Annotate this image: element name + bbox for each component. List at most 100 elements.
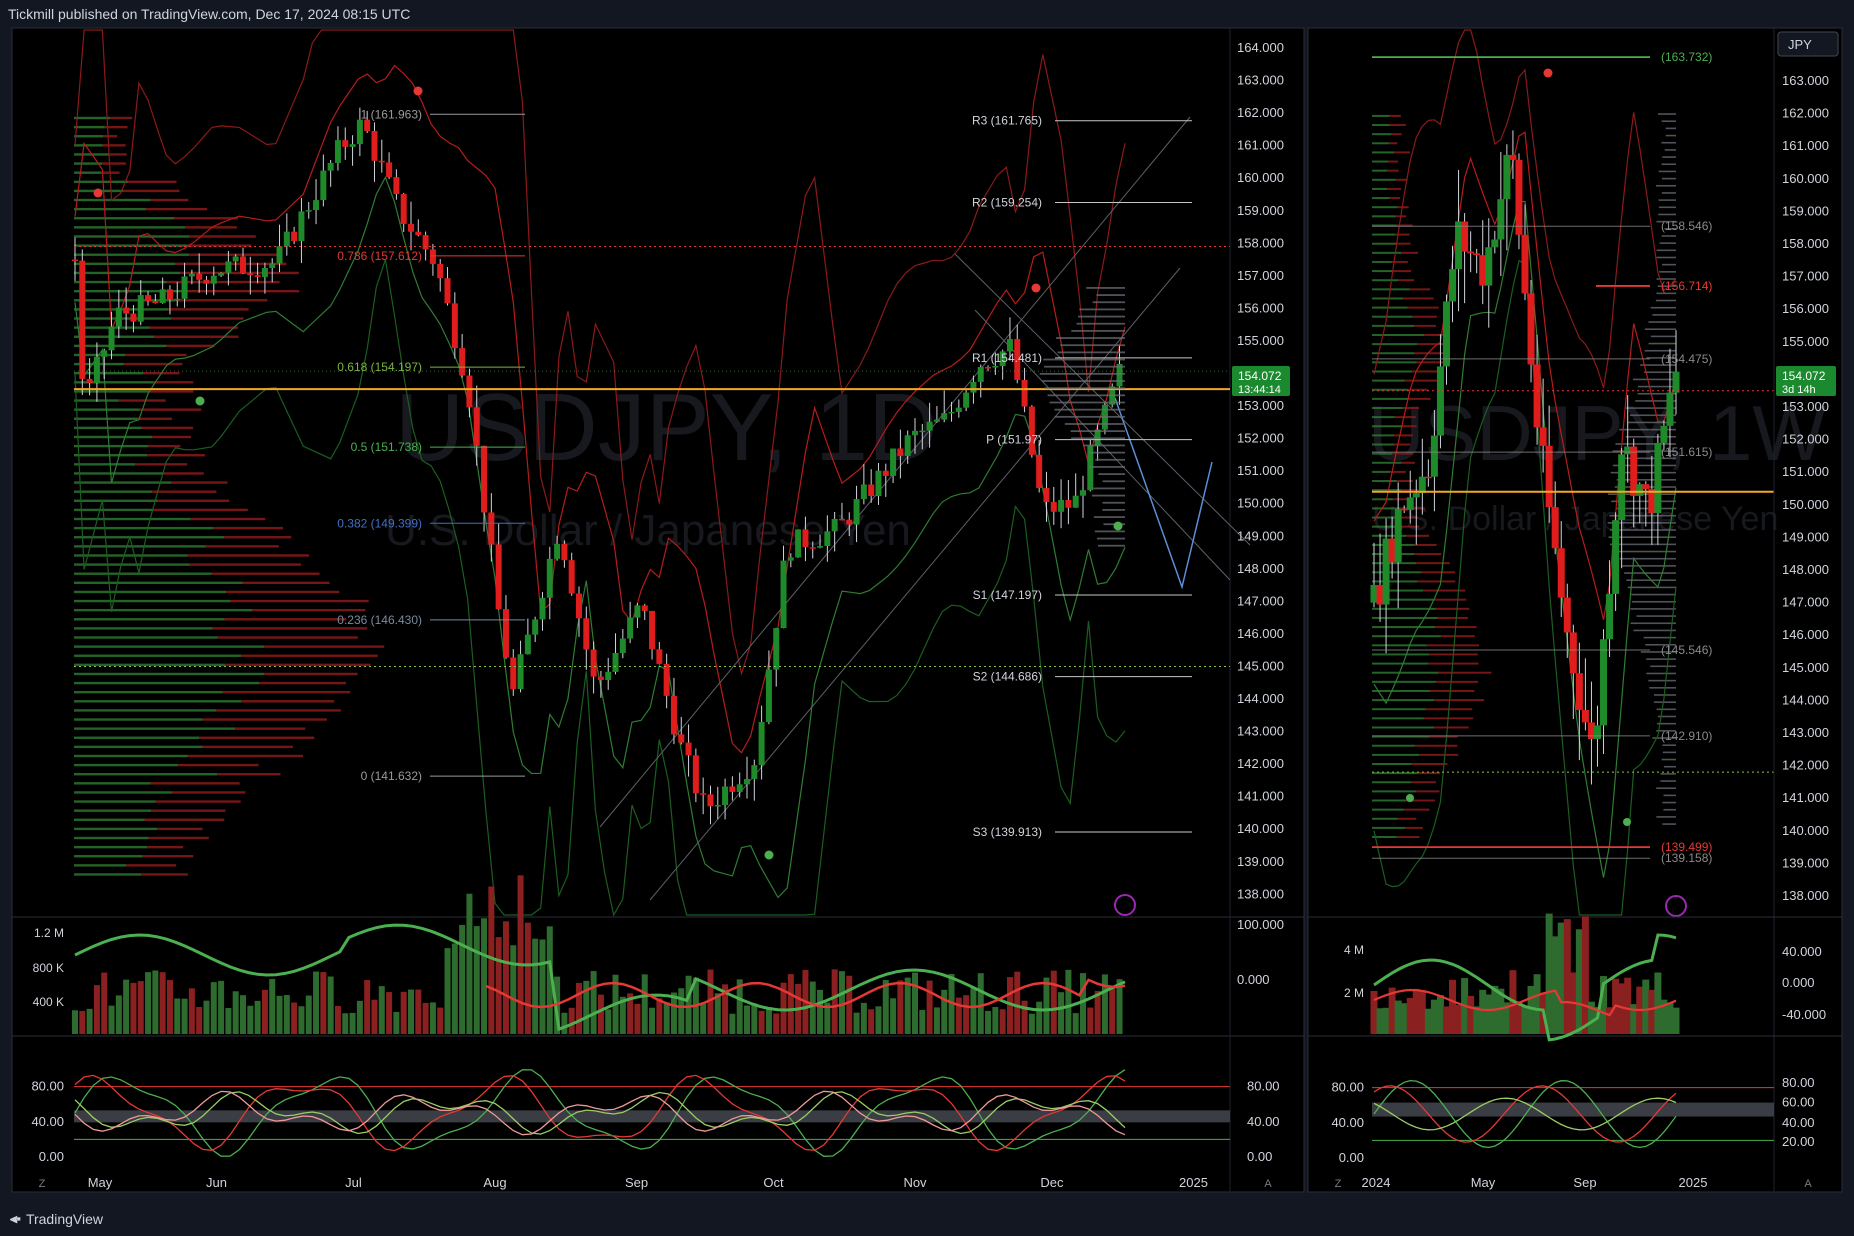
volume-profile-bar [1372,507,1400,510]
volume-bar [444,948,451,1034]
volume-bar [1376,1008,1384,1034]
session-profile-bar [1610,471,1676,474]
volume-profile-bar [1372,653,1429,656]
stoch-band [1372,1102,1774,1117]
volume-profile-bar [1372,580,1418,583]
session-profile-bar [1612,464,1676,467]
candle-body [619,638,626,654]
volume-bar [1593,1007,1601,1034]
candle-body [795,529,802,558]
volume-profile-bar [202,745,293,749]
session-profile-bar [1644,349,1676,352]
candle-body [349,144,356,147]
volume-profile-bar [1372,772,1418,775]
volume-profile-bar [212,627,368,630]
session-profile-bar [1079,308,1125,311]
volume-bar [1424,1008,1432,1034]
volume-profile-bar [74,636,218,639]
volume-bar [1412,988,1420,1034]
volume-profile-bar [1417,580,1456,583]
price-tick-label: 161.000 [1782,138,1829,153]
volume-profile-bar [1372,114,1390,117]
session-profile-bar [1627,421,1676,424]
volume-profile-bar [1372,717,1424,720]
candle-body [342,140,349,147]
session-profile-bar [1662,744,1676,746]
candle-body [590,649,597,677]
volume-bar [1630,1004,1638,1034]
footer-brand[interactable]: TradingView [25,1211,103,1227]
volume-bar [400,991,407,1034]
session-profile-bar [1636,615,1676,617]
fib-label: 0.382 (149.399) [337,516,422,530]
candle-body [488,512,495,545]
volume-bar [656,998,663,1034]
candle-body [933,419,940,422]
right-price-axis: 163.000 162.000 161.000 160.000 159.000 158.0… [1782,73,1829,903]
candle-body [305,210,312,212]
candle-body [1509,154,1517,160]
volume-bar [780,982,787,1034]
symbol-button-label[interactable]: JPY [1788,37,1812,52]
volume-bar [853,1012,860,1034]
session-profile-bar [1652,314,1676,316]
footer: ⫷▪ TradingView [10,1211,103,1227]
volume-profile-bar [137,417,173,420]
session-profile-bar [1657,715,1676,718]
session-profile-bar [1630,608,1676,610]
price-tick-label: 138.000 [1782,888,1829,903]
volume-bar [422,1002,429,1034]
candle-body [736,784,743,792]
candle-body [378,160,385,163]
volume-profile-bar [1428,735,1458,738]
volume-bar [254,1000,261,1034]
volume-profile-bar [102,144,126,147]
volume-bar [568,1007,575,1034]
volume-profile-bar [1372,817,1398,820]
volume-bar [970,987,977,1034]
candle-body [1569,632,1577,674]
session-profile-bar [1070,430,1125,433]
candle-body [1388,538,1396,563]
volume-bar [1028,1013,1035,1034]
volume-profile-bar [1386,169,1399,172]
volume-profile-bar [74,463,136,466]
volume-bar [1058,992,1065,1034]
candle-body [115,307,122,327]
volume-profile-bar [1372,826,1406,829]
pivot-label: S1 (147.197) [973,588,1042,602]
publisher-header: Tickmill published on TradingView.com, D… [8,6,411,22]
level-label: (139.499) [1661,840,1712,854]
time-axis-label: Jul [345,1175,362,1190]
volume-profile-bar [1372,662,1429,665]
candle-body [817,545,824,548]
volume-profile-bar [1372,361,1417,364]
session-profile-bar [1662,156,1676,158]
volume-profile-bar [74,608,253,612]
candle-body [831,518,838,532]
volume-profile-bar [1372,799,1406,802]
candle-body [1418,476,1426,494]
candle-body [824,531,831,546]
time-axis-label: Sep [625,1175,648,1190]
volume-profile-bar [74,390,149,393]
volume-profile-bar [1372,598,1435,601]
volume-bar [1497,988,1505,1034]
candle-body [451,303,458,349]
volume-bar [1388,987,1396,1034]
volume-profile-bar [74,536,225,539]
volume-profile-bar [1372,616,1438,619]
session-profile-bar [1658,213,1676,216]
session-profile-bar [1625,435,1676,438]
volume-profile-bar [1403,808,1430,811]
stoch-axis-label-left: 40.00 [31,1114,64,1129]
symbol-button[interactable] [1777,31,1839,57]
session-profile-bar [1090,466,1125,468]
session-profile-bar [1662,801,1676,804]
stoch-axis-label-left: 80.00 [1331,1080,1364,1095]
volume-profile-bar [74,381,154,384]
volume-bar [327,976,334,1034]
candle-body [1065,499,1072,508]
volume-bar [831,969,838,1034]
